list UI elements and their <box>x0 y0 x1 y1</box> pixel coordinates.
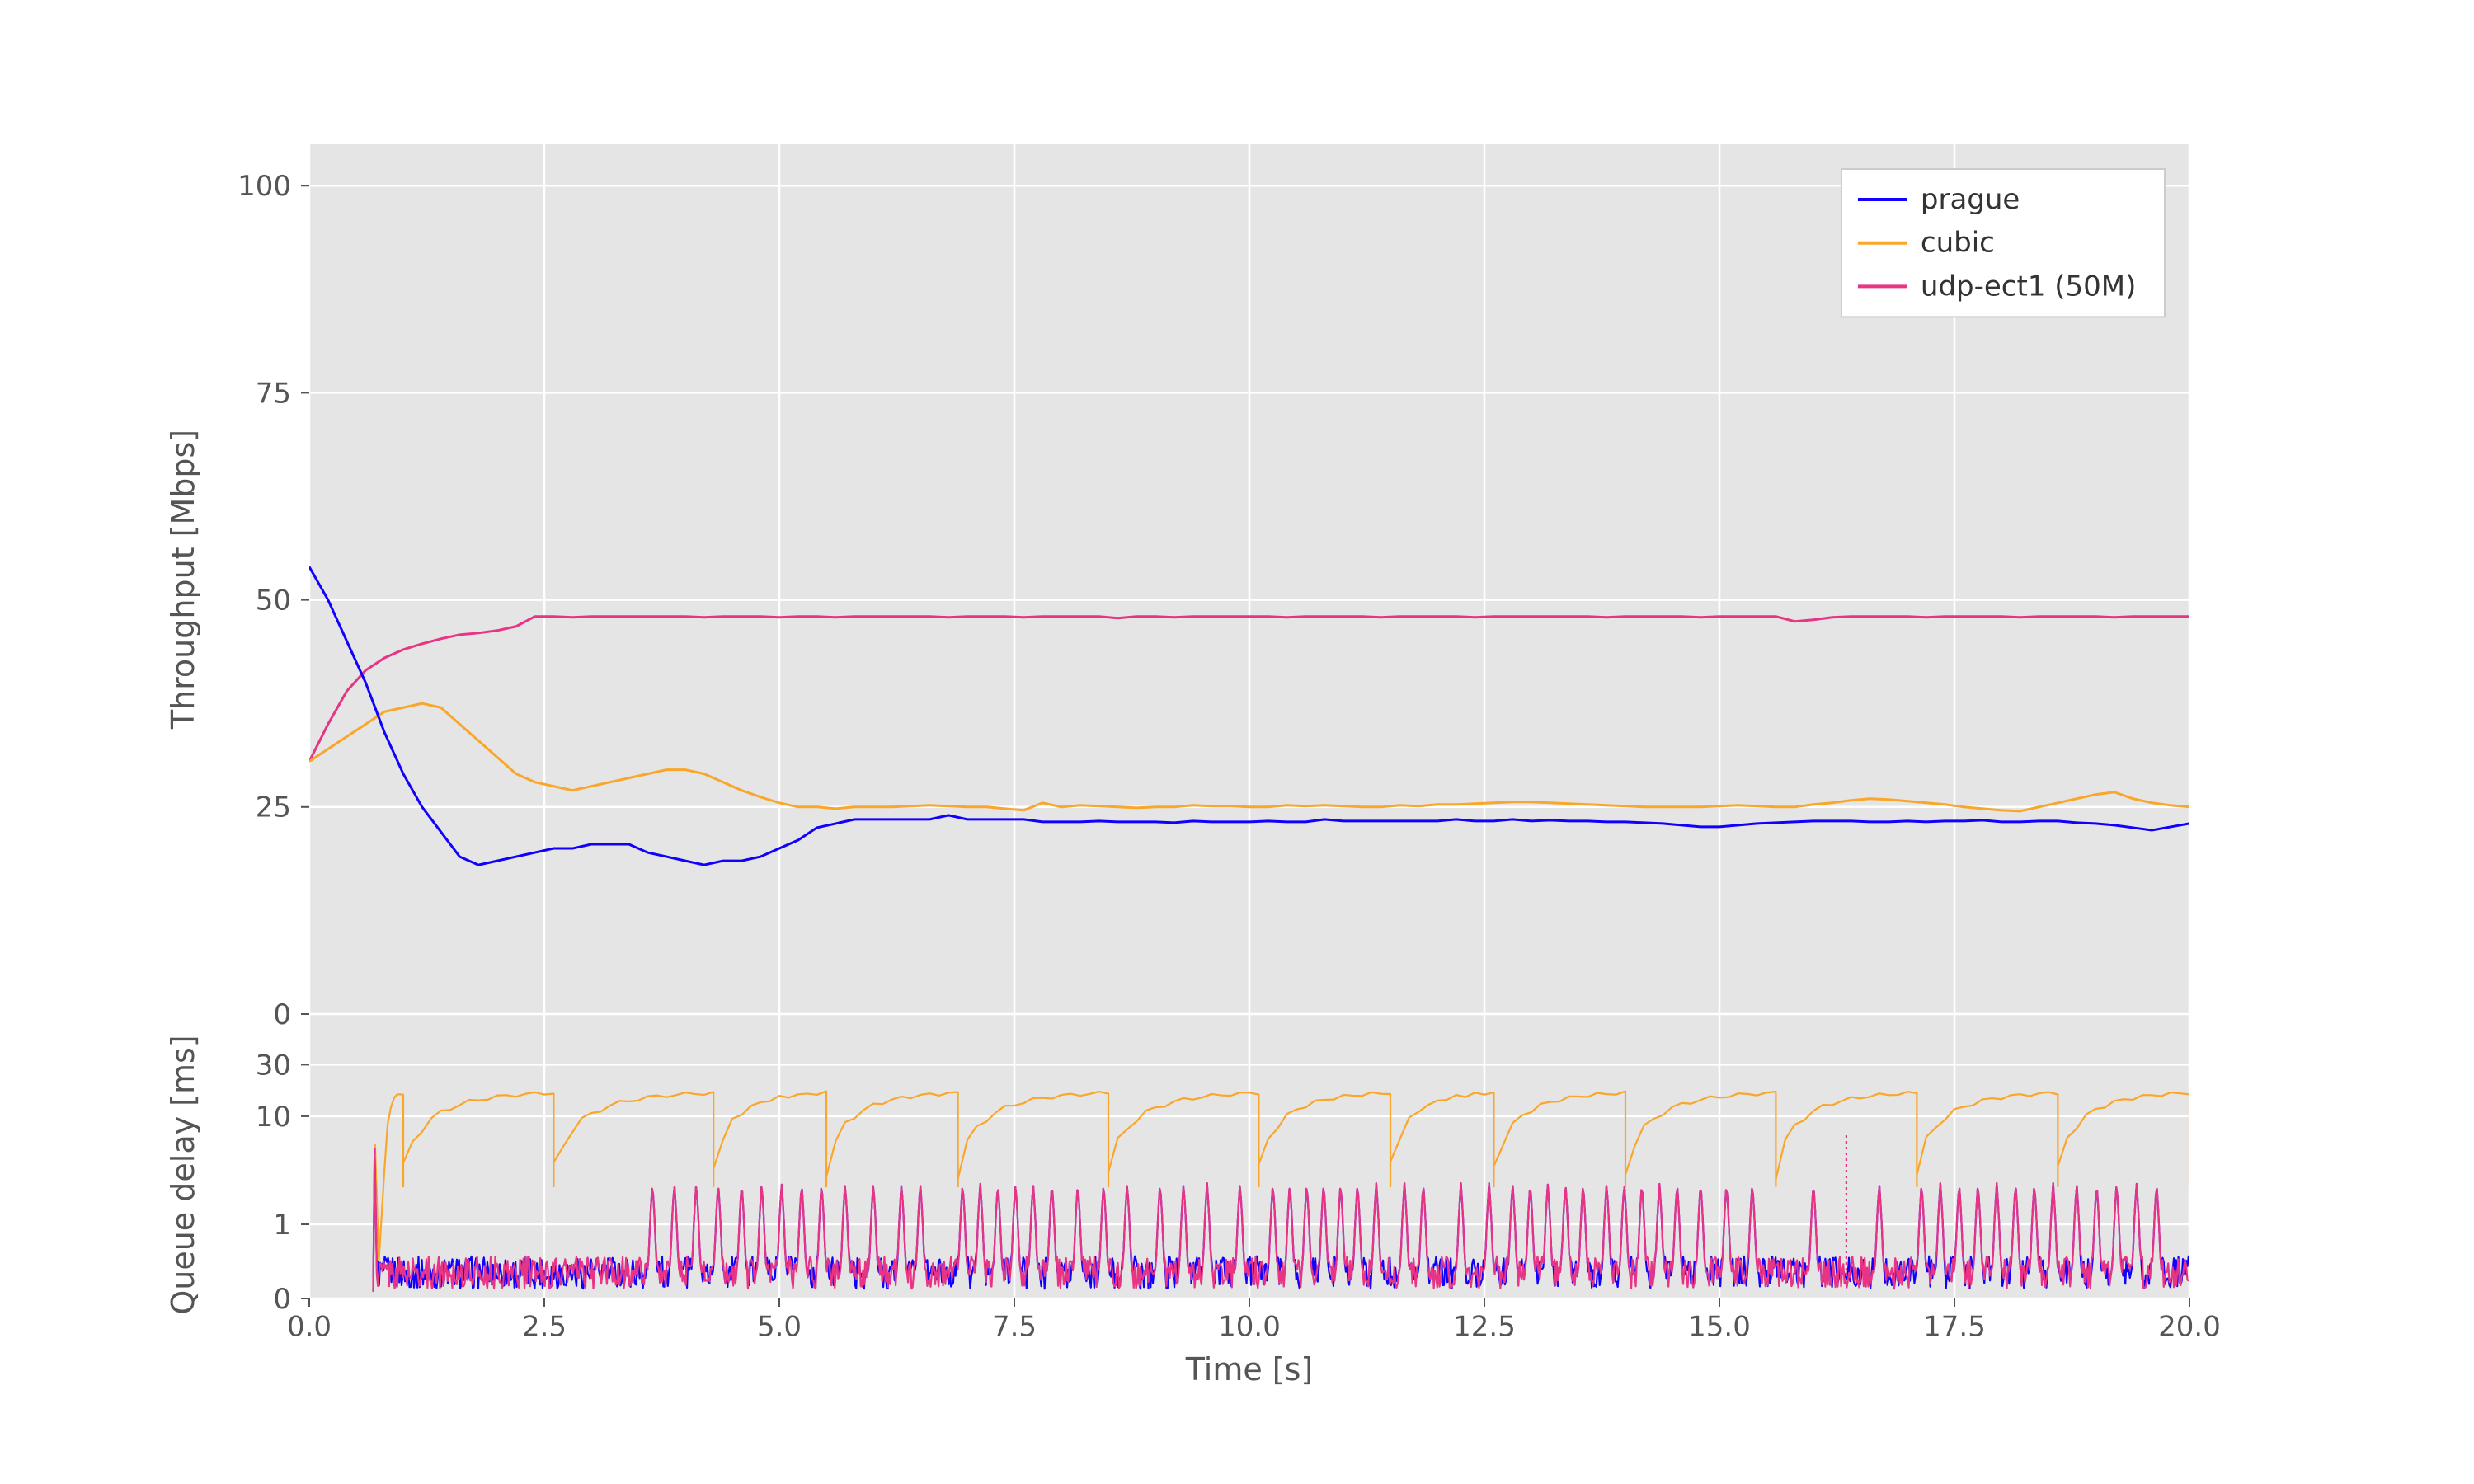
x-tick-label: 15.0 <box>1688 1311 1751 1344</box>
y-axis-label-top: Throughput [Mbps] <box>165 430 201 730</box>
y-tick-label-top: 0 <box>273 998 291 1031</box>
x-tick-label: 17.5 <box>1923 1311 1986 1344</box>
x-tick-label: 5.0 <box>757 1311 802 1344</box>
x-axis-label: Time [s] <box>1185 1351 1314 1388</box>
y-tick-label-bottom: 0 <box>273 1283 291 1316</box>
x-tick-label: 7.5 <box>992 1311 1037 1344</box>
y-tick-label-bottom: 1 <box>273 1209 291 1242</box>
y-tick-label-bottom: 30 <box>256 1049 291 1082</box>
chart-svg: 0.0 2.5 5.0 7.5 10.0 12.5 15.0 17.5 20.0 Time [s]… <box>0 0 2474 1484</box>
y-axis-label-bottom: Queue delay [ms] <box>165 1035 201 1314</box>
y-tick-label-top: 75 <box>256 377 291 410</box>
legend: prague cubic udp-ect1 (50M) <box>1841 169 2165 317</box>
x-tick-label: 2.5 <box>522 1311 567 1344</box>
x-tick-label: 12.5 <box>1453 1311 1516 1344</box>
x-tick-label: 10.0 <box>1218 1311 1281 1344</box>
y-tick-label-bottom: 10 <box>256 1101 291 1134</box>
legend-label: prague <box>1921 183 2020 216</box>
chart-figure: 0.0 2.5 5.0 7.5 10.0 12.5 15.0 17.5 20.0 Time [s]… <box>0 0 2474 1484</box>
y-tick-label-top: 100 <box>238 170 291 203</box>
x-tick-label: 20.0 <box>2158 1311 2221 1344</box>
y-tick-label-top: 25 <box>256 791 291 824</box>
legend-label: udp-ect1 (50M) <box>1921 270 2137 303</box>
y-tick-label-top: 50 <box>256 585 291 618</box>
x-tick-label: 0.0 <box>287 1311 332 1344</box>
legend-label: cubic <box>1921 227 1995 260</box>
